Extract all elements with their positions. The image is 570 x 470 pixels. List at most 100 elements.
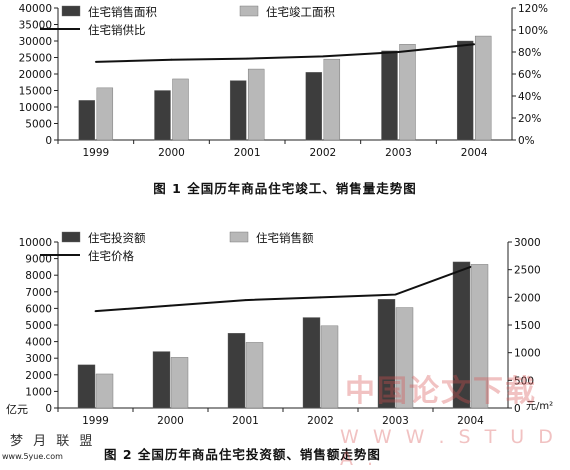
y-tick-label: 3000	[25, 353, 52, 365]
bar-series1	[154, 90, 171, 141]
legend-swatch	[229, 231, 249, 243]
x-tick-label: 1999	[82, 415, 109, 427]
figure-2-caption: 图 2 全国历年商品住宅投资额、销售额走势图	[104, 447, 381, 462]
bar-series2	[474, 35, 492, 141]
bar-series2	[323, 58, 341, 141]
y-tick-label: 20000	[19, 69, 52, 81]
x-tick-label: 2000	[158, 147, 185, 159]
watermark-site: www.5yue.com	[2, 452, 63, 461]
bar-series2	[247, 68, 265, 141]
y2-axis-unit: 元/m²	[526, 401, 553, 412]
y-axis-unit: 亿元	[6, 403, 28, 416]
line-point	[397, 51, 400, 53]
bar-series2	[470, 264, 489, 409]
legend-label: 住宅投资额	[88, 231, 146, 245]
legend-label: 住宅竣工面积	[266, 5, 335, 19]
bar-series1	[377, 299, 396, 409]
watermark-logo: 梦 月 联 盟	[10, 434, 96, 449]
y-tick-label: 5000	[25, 320, 52, 332]
line-point	[473, 43, 476, 46]
series-line	[95, 265, 471, 313]
y-tick-label: 7000	[25, 287, 52, 299]
x-tick-label: 2001	[232, 415, 259, 427]
line-point	[319, 296, 322, 299]
bar-series1	[452, 261, 471, 409]
x-tick-label: 2004	[461, 147, 488, 159]
chart-2: 0100020003000400050006000700080009000100…	[6, 231, 553, 427]
y2-tick-label: 0	[514, 403, 521, 415]
line-point	[321, 55, 324, 58]
y-tick-label: 0	[45, 403, 52, 415]
x-tick-label: 2002	[307, 415, 334, 427]
bar-series1	[229, 80, 247, 141]
y-tick-label: 5000	[25, 119, 52, 131]
bar-series1	[381, 50, 398, 141]
x-tick-label: 2000	[157, 415, 184, 427]
y-tick-label: 6000	[25, 303, 52, 315]
watermark-chinese: 中国论文下载	[345, 374, 537, 409]
series-line	[95, 43, 475, 63]
y2-tick-label: 40%	[518, 91, 541, 103]
bar-series1	[302, 317, 321, 409]
legend-label: 住宅销售面积	[88, 5, 157, 19]
legend-label: 住宅价格	[88, 249, 134, 263]
x-tick-label: 2003	[382, 415, 409, 427]
legend-swatch	[61, 231, 81, 243]
y2-tick-label: 2000	[514, 292, 541, 304]
y2-tick-label: 20%	[518, 113, 541, 125]
bar-series1	[456, 40, 474, 141]
y-tick-label: 1000	[25, 386, 52, 398]
line-point	[94, 61, 97, 63]
line-point	[469, 266, 472, 268]
y2-tick-label: 80%	[518, 47, 541, 59]
line-point	[246, 57, 249, 60]
line-point	[170, 58, 173, 61]
y2-tick-label: 0%	[518, 135, 535, 147]
y-tick-label: 4000	[25, 337, 52, 349]
bar-series2	[95, 373, 114, 409]
y2-tick-label: 120%	[518, 3, 548, 15]
y2-tick-label: 1500	[514, 320, 541, 332]
x-tick-label: 2001	[234, 147, 261, 159]
line-point	[94, 310, 97, 313]
y2-tick-label: 500	[514, 375, 534, 387]
bar-series2	[170, 357, 189, 409]
y2-tick-label: 1000	[514, 348, 541, 360]
y-tick-label: 15000	[19, 86, 52, 98]
chart-1: 0500010000150002000025000300003500040000…	[19, 3, 548, 159]
y-tick-label: 0	[45, 135, 52, 147]
x-tick-label: 2004	[457, 415, 484, 427]
y2-tick-label: 3000	[514, 237, 541, 249]
y-tick-label: 40000	[19, 3, 52, 15]
legend-swatch	[239, 5, 259, 17]
figure-1-caption: 图 1 全国历年商品住宅竣工、销售量走势图	[153, 181, 417, 196]
line-point	[394, 293, 397, 296]
bar-series1	[227, 333, 246, 409]
bar-series2	[399, 44, 416, 141]
bar-series2	[245, 342, 264, 409]
legend-label: 住宅销售额	[256, 231, 314, 245]
bar-series1	[78, 100, 96, 141]
x-tick-label: 2002	[309, 147, 336, 159]
legend-label: 住宅销供比	[88, 23, 146, 37]
bar-series1	[152, 351, 171, 409]
y-tick-label: 10000	[19, 102, 52, 114]
y2-tick-label: 100%	[518, 25, 548, 37]
line-point	[244, 299, 247, 301]
x-tick-label: 1999	[82, 147, 109, 159]
bar-series2	[320, 325, 339, 409]
y-tick-label: 10000	[19, 237, 52, 249]
bar-series1	[77, 364, 96, 409]
x-tick-label: 2003	[385, 147, 412, 159]
y-tick-label: 2000	[25, 370, 52, 382]
y-tick-label: 25000	[19, 53, 52, 65]
watermark-url: W W W . S T U D A .	[340, 426, 557, 470]
y2-tick-label: 60%	[518, 69, 541, 81]
y-tick-label: 30000	[19, 36, 52, 48]
y2-tick-label: 2500	[514, 265, 541, 277]
y-tick-label: 8000	[25, 270, 52, 282]
legend-swatch	[61, 5, 81, 17]
bar-series1	[305, 72, 323, 141]
y-tick-label: 9000	[25, 254, 52, 266]
